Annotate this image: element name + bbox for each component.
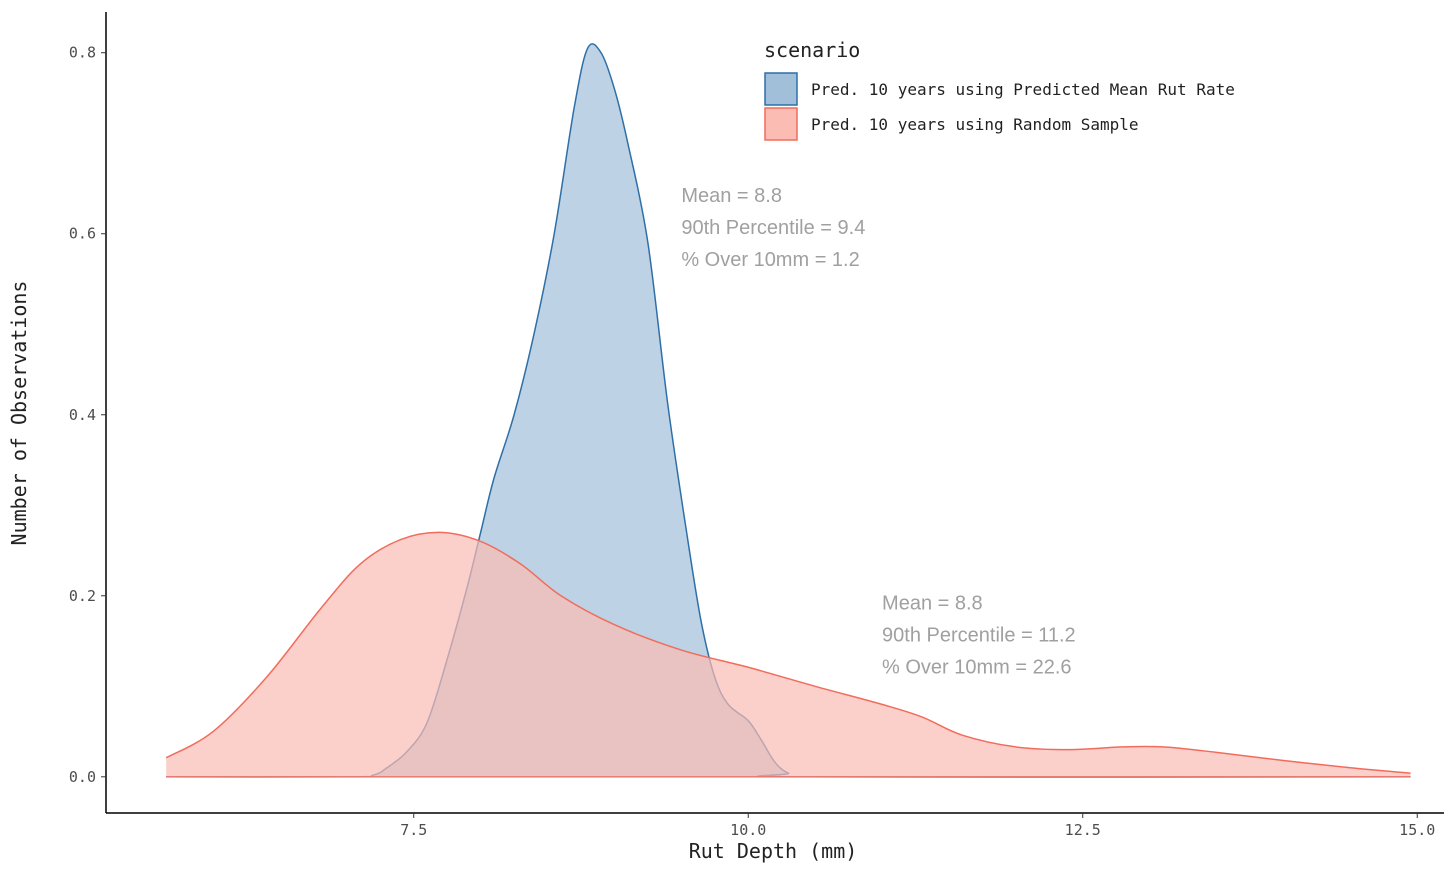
x-tick-label: 7.5 (400, 821, 427, 839)
annotation-2: Mean = 8.8 90th Percentile = 11.2 % Over 1… (882, 592, 1076, 678)
x-tick-label: 10.0 (730, 821, 766, 839)
y-tick-label: 0.6 (69, 225, 96, 243)
density-series-2 (165, 531, 1411, 778)
legend-items: Pred. 10 years using Predicted Mean Rut … (764, 72, 1235, 141)
annotation-line: % Over 10mm = 22.6 (882, 656, 1072, 678)
legend-title: scenario (764, 38, 860, 62)
x-tick-label: 12.5 (1065, 821, 1101, 839)
annotation-line: % Over 10mm = 1.2 (681, 249, 859, 271)
annotation-line: 90th Percentile = 11.2 (882, 624, 1076, 646)
legend-label: Pred. 10 years using Random Sample (811, 115, 1139, 134)
legend-item-2: Pred. 10 years using Random Sample (764, 107, 1139, 141)
legend-label: Pred. 10 years using Predicted Mean Rut … (811, 80, 1235, 99)
ticks: 7.5 10.0 12.5 15.0 0.0 0.2 0.4 0.6 0.8 (69, 44, 1435, 839)
x-tick-label: 15.0 (1399, 821, 1435, 839)
density-area-2 (166, 532, 1411, 777)
axes (105, 12, 1444, 814)
y-tick-label: 0.2 (69, 587, 96, 605)
annotation-line: Mean = 8.8 (681, 185, 782, 207)
y-tick-label: 0.4 (69, 406, 96, 424)
annotation-1: Mean = 8.8 90th Percentile = 9.4 % Over 10… (681, 185, 865, 271)
y-axis-title: Number of Observations (7, 281, 31, 546)
series-layer (165, 43, 1411, 778)
x-axis-title: Rut Depth (mm) (689, 839, 858, 863)
density-line-2 (165, 531, 1411, 774)
legend: scenario Pred. 10 years using Predicted … (764, 38, 1235, 141)
legend-item-1: Pred. 10 years using Predicted Mean Rut … (764, 72, 1235, 106)
annotation-line: Mean = 8.8 (882, 592, 983, 614)
legend-swatch (764, 107, 798, 141)
annotations: Mean = 8.8 90th Percentile = 9.4 % Over 10… (681, 185, 1075, 678)
y-tick-label: 0.8 (69, 44, 96, 62)
annotation-line: 90th Percentile = 9.4 (681, 217, 865, 239)
legend-swatch (764, 72, 798, 106)
y-tick-label: 0.0 (69, 768, 96, 786)
